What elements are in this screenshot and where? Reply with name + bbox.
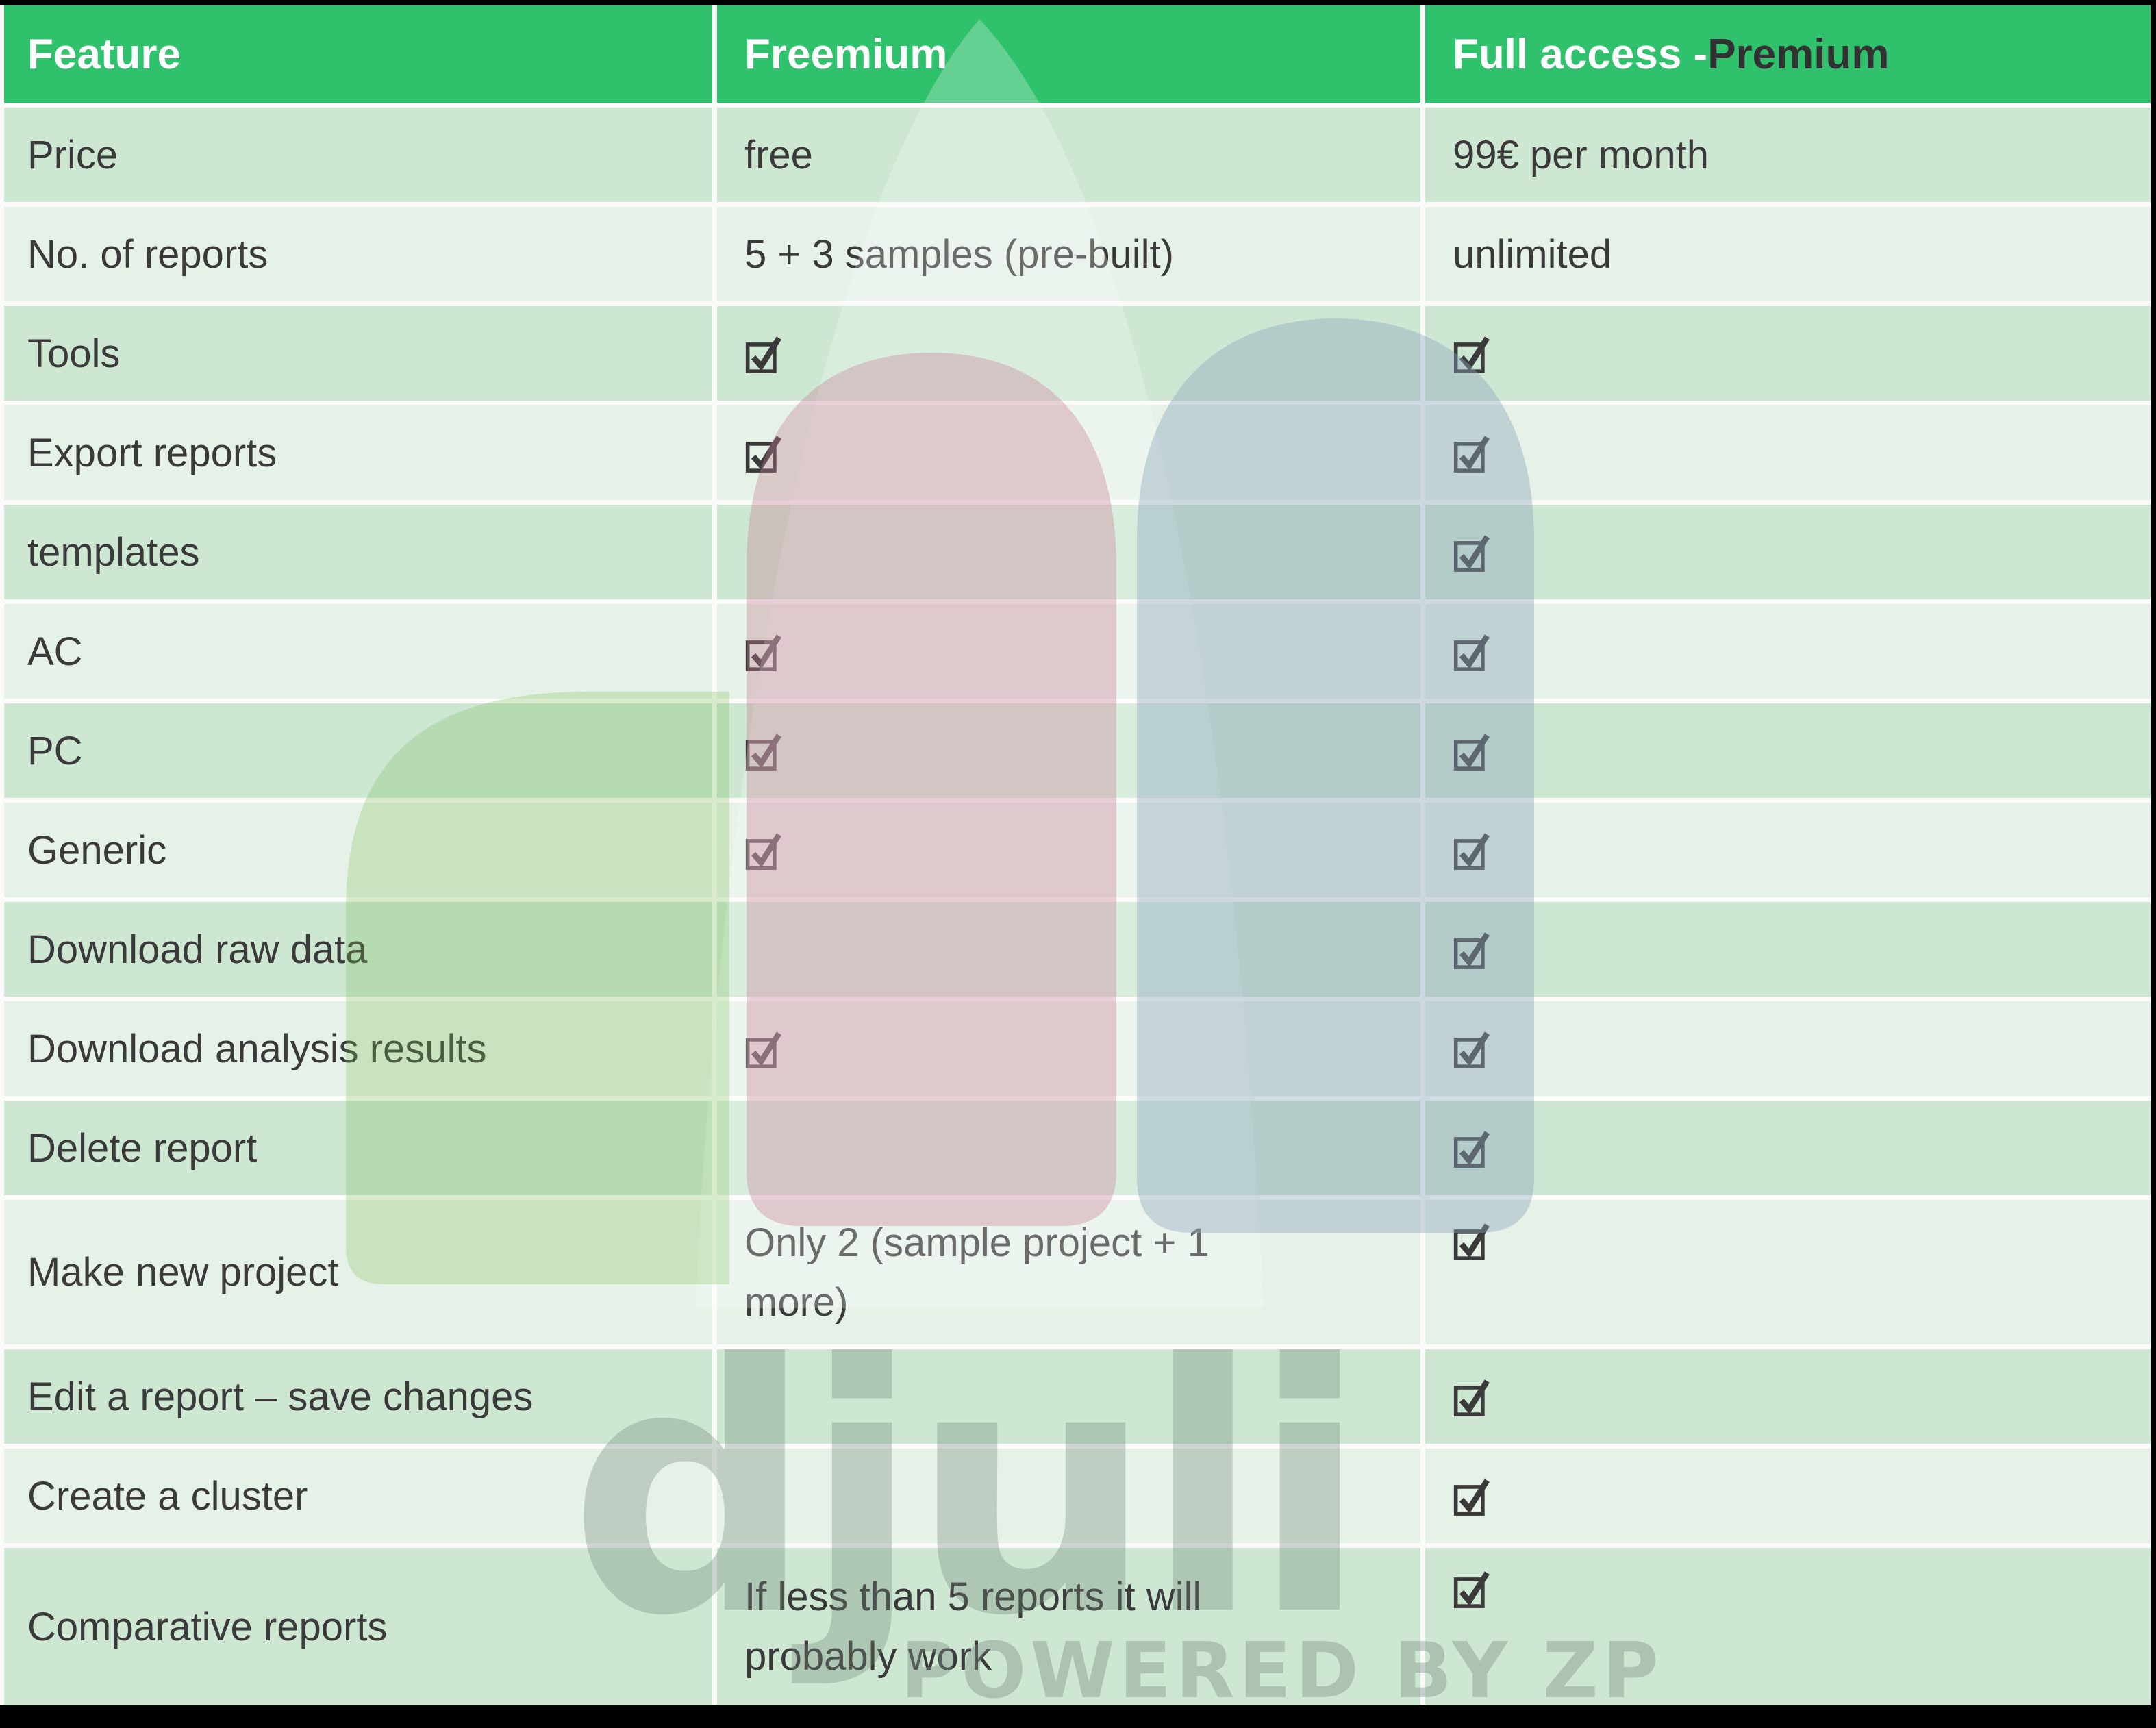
checked-checkbox-icon <box>1453 336 1490 373</box>
feature-cell: Price <box>4 108 712 202</box>
checked-checkbox-icon <box>745 634 781 671</box>
checked-checkbox-icon <box>1453 1379 1490 1416</box>
feature-cell: Export reports <box>4 405 712 500</box>
right-edge-bar <box>2151 0 2156 1728</box>
freemium-cell: Only 2 (sample project + 1 more) <box>717 1200 1420 1344</box>
freemium-cell <box>717 604 1420 699</box>
freemium-cell: 5 + 3 samples (pre-built) <box>717 207 1420 301</box>
checked-checkbox-icon <box>1453 1131 1490 1168</box>
table-row: Export reports <box>4 405 2151 500</box>
header-premium-dark-part: Premium <box>1707 30 1890 78</box>
premium-cell <box>1425 1001 2151 1096</box>
feature-cell: Comparative reports <box>4 1548 712 1705</box>
table-row: Generic <box>4 803 2151 897</box>
freemium-cell: If less than 5 reports it will probably … <box>717 1548 1420 1705</box>
table-row: Create a cluster <box>4 1449 2151 1543</box>
premium-cell <box>1425 604 2151 699</box>
checked-checkbox-icon <box>745 336 781 373</box>
header-premium: Full access - Premium <box>1425 5 2151 103</box>
header-freemium: Freemium <box>717 5 1420 103</box>
premium-cell <box>1425 306 2151 401</box>
feature-cell: Make new project <box>4 1200 712 1344</box>
premium-cell <box>1425 703 2151 798</box>
freemium-cell: free <box>717 108 1420 202</box>
table-row: Edit a report – save changes <box>4 1349 2151 1444</box>
freemium-cell <box>717 1001 1420 1096</box>
checked-checkbox-icon <box>1453 1479 1490 1516</box>
table-row: Comparative reports If less than 5 repor… <box>4 1548 2151 1705</box>
feature-cell: Download raw data <box>4 902 712 997</box>
table-row: templates <box>4 505 2151 599</box>
checked-checkbox-icon <box>1453 1571 1490 1608</box>
feature-cell: Create a cluster <box>4 1449 712 1543</box>
freemium-cell <box>717 803 1420 897</box>
checked-checkbox-icon <box>1453 1031 1490 1068</box>
feature-cell: Download analysis results <box>4 1001 712 1096</box>
premium-cell <box>1425 1101 2151 1195</box>
header-premium-white-part: Full access - <box>1453 30 1708 78</box>
feature-cell: Edit a report – save changes <box>4 1349 712 1444</box>
bottom-edge-bar <box>0 1705 2156 1728</box>
premium-cell <box>1425 902 2151 997</box>
checked-checkbox-icon <box>1453 833 1490 870</box>
checked-checkbox-icon <box>1453 1223 1490 1260</box>
table-row: Download analysis results <box>4 1001 2151 1096</box>
table-header-row: Feature Freemium Full access - Premium <box>4 5 2151 103</box>
freemium-cell <box>717 1449 1420 1543</box>
table-row: Download raw data <box>4 902 2151 997</box>
table-row: Make new project Only 2 (sample project … <box>4 1200 2151 1344</box>
table-row: Tools <box>4 306 2151 401</box>
freemium-cell <box>717 306 1420 401</box>
checked-checkbox-icon <box>1453 932 1490 969</box>
freemium-cell <box>717 703 1420 798</box>
table-row: PC <box>4 703 2151 798</box>
freemium-cell <box>717 1101 1420 1195</box>
pricing-table: Feature Freemium Full access - Premium P… <box>4 5 2151 1710</box>
feature-cell: Generic <box>4 803 712 897</box>
top-edge-bar <box>0 0 2156 5</box>
freemium-cell <box>717 405 1420 500</box>
table-row: AC <box>4 604 2151 699</box>
premium-cell: 99€ per month <box>1425 108 2151 202</box>
table-row: No. of reports 5 + 3 samples (pre-built)… <box>4 207 2151 301</box>
table-row: Delete report <box>4 1101 2151 1195</box>
premium-cell <box>1425 1548 2151 1705</box>
feature-cell: templates <box>4 505 712 599</box>
freemium-cell <box>717 902 1420 997</box>
checked-checkbox-icon <box>745 734 781 771</box>
table-background: Feature Freemium Full access - Premium P… <box>0 5 2151 1705</box>
header-feature: Feature <box>4 5 712 103</box>
checked-checkbox-icon <box>1453 734 1490 771</box>
premium-cell <box>1425 1449 2151 1543</box>
checked-checkbox-icon <box>745 1031 781 1068</box>
premium-cell <box>1425 803 2151 897</box>
table-row: Price free 99€ per month <box>4 108 2151 202</box>
premium-cell <box>1425 1349 2151 1444</box>
feature-cell: AC <box>4 604 712 699</box>
checked-checkbox-icon <box>1453 634 1490 671</box>
checked-checkbox-icon <box>745 436 781 473</box>
freemium-cell <box>717 1349 1420 1444</box>
feature-cell: Delete report <box>4 1101 712 1195</box>
checked-checkbox-icon <box>745 833 781 870</box>
freemium-cell <box>717 505 1420 599</box>
feature-cell: No. of reports <box>4 207 712 301</box>
checked-checkbox-icon <box>1453 436 1490 473</box>
feature-cell: PC <box>4 703 712 798</box>
premium-cell: unlimited <box>1425 207 2151 301</box>
premium-cell <box>1425 405 2151 500</box>
checked-checkbox-icon <box>1453 535 1490 572</box>
premium-cell <box>1425 505 2151 599</box>
premium-cell <box>1425 1200 2151 1344</box>
feature-cell: Tools <box>4 306 712 401</box>
